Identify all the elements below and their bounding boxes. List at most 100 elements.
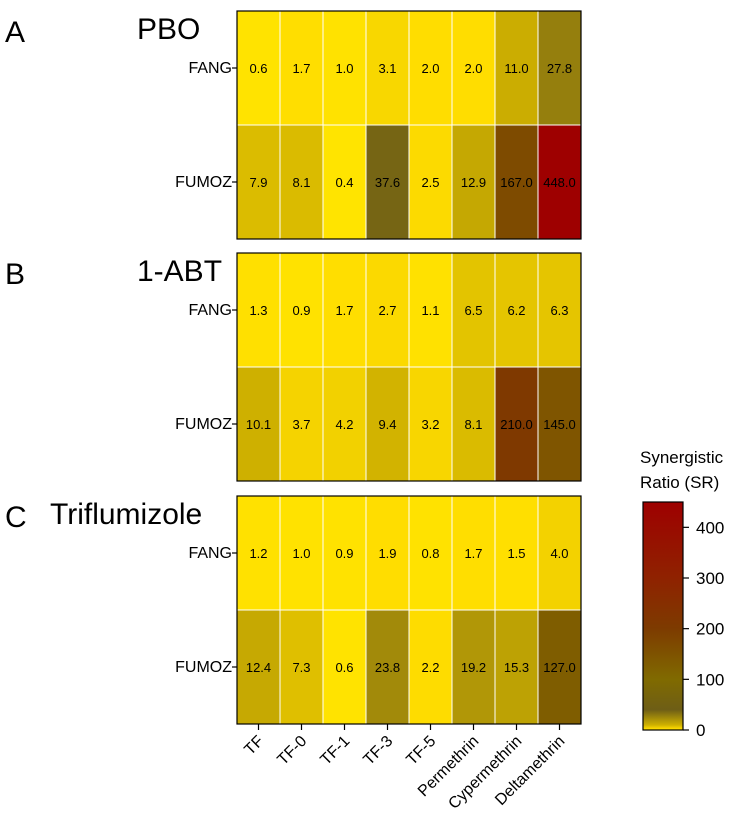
cell-value-label: 3.7 [292,417,310,432]
heatmap-cell [451,10,496,126]
column-label: TF-5 [403,733,439,769]
panel-letter: A [5,16,25,49]
cell-value-label: 19.2 [461,660,486,675]
heatmap-panels: A PBO 0.6 1.7 1.0 3.1 2.0 2.0 11.0 27.8 7.9 8.1 0.4 3… [5,10,582,725]
colorbar-tick-label: 300 [696,569,724,588]
cell-value-label: 0.8 [421,546,439,561]
cell-value-label: 7.9 [249,175,267,190]
cell-value-label: 0.6 [335,660,353,675]
colorbar-tick-label: 400 [696,518,724,537]
cell-value-label: 8.1 [464,417,482,432]
cell-value-label: 12.4 [246,660,271,675]
cell-value-label: 4.0 [550,546,568,561]
column-label: TF-0 [274,733,310,769]
panel-title: PBO [137,13,200,46]
heatmap-cell [537,252,582,368]
column-label: TF [241,733,267,759]
cell-value-label: 9.4 [378,417,396,432]
heatmap-panel-c: C Triflumizole 1.2 1.0 0.9 1.9 0.8 1.7 1.5 4.0 12.… [5,495,582,725]
panel-title: 1-ABT [137,255,222,288]
heatmap-cell [408,609,453,725]
heatmap-cell [365,366,410,482]
panel-border [236,495,582,725]
cell-value-label: 8.1 [292,175,310,190]
cell-value-label: 1.0 [335,61,353,76]
colorbar-tick-label: 100 [696,670,724,689]
cell-value-label: 1.0 [292,546,310,561]
column-label: TF-1 [317,733,353,769]
row-label: FUMOZ [175,174,232,191]
heatmap-cell [236,10,281,126]
row-label: FUMOZ [175,416,232,433]
cell-value-label: 1.3 [249,303,267,318]
heatmap-cell [279,124,324,240]
cell-value-label: 127.0 [543,660,576,675]
heatmap-panel-a: A PBO 0.6 1.7 1.0 3.1 2.0 2.0 11.0 27.8 7.9 8.1 0.4 3… [5,10,582,240]
heatmap-cell [365,495,410,611]
colorbar-title: Synergistic [640,448,724,467]
cell-value-label: 6.3 [550,303,568,318]
row-label: FANG [188,302,232,319]
cell-value-label: 2.2 [421,660,439,675]
colorbar-gradient [642,501,684,731]
cell-value-label: 1.2 [249,546,267,561]
cell-value-label: 2.0 [421,61,439,76]
cell-value-label: 167.0 [500,175,533,190]
heatmap-cell [537,124,582,240]
heatmap-cell [451,124,496,240]
heatmap-cell [408,366,453,482]
cell-value-label: 15.3 [504,660,529,675]
panel-title: Triflumizole [50,498,202,531]
panel-border [236,252,582,482]
heatmap-cell [537,609,582,725]
row-label: FANG [188,545,232,562]
heatmap-cell [279,609,324,725]
heatmap-cell [279,10,324,126]
heatmap-cell [537,10,582,126]
cell-value-label: 4.2 [335,417,353,432]
cell-value-label: 1.1 [421,303,439,318]
cell-value-label: 27.8 [547,61,572,76]
cell-value-label: 3.2 [421,417,439,432]
heatmap-cell [365,609,410,725]
panel-letter: C [5,501,27,534]
row-label: FANG [188,60,232,77]
cell-value-label: 10.1 [246,417,271,432]
cell-value-label: 2.7 [378,303,396,318]
heatmap-cell [322,252,367,368]
heatmap-cell [494,609,539,725]
cell-value-label: 1.9 [378,546,396,561]
heatmap-cell [279,252,324,368]
column-label: TF-3 [360,733,396,769]
cell-value-label: 0.9 [335,546,353,561]
heatmap-cell [279,495,324,611]
panel-border [236,10,582,240]
heatmap-cell [365,252,410,368]
colorbar: Synergistic Ratio (SR) 0 100 200 300 400 [640,448,724,740]
cell-value-label: 23.8 [375,660,400,675]
column-labels: TF TF-0 TF-1 TF-3 TF-5PermethrinCypermethrin… [241,724,568,813]
heatmap-cell [408,495,453,611]
cell-value-label: 6.2 [507,303,525,318]
colorbar-title: Ratio (SR) [640,473,719,492]
cell-value-label: 6.5 [464,303,482,318]
cell-value-label: 12.9 [461,175,486,190]
cell-value-label: 145.0 [543,417,576,432]
heatmap-cell [365,124,410,240]
cell-value-label: 210.0 [500,417,533,432]
heatmap-cell [322,609,367,725]
cell-value-label: 0.9 [292,303,310,318]
cell-value-label: 1.7 [292,61,310,76]
heatmap-cell [451,252,496,368]
cell-value-label: 2.5 [421,175,439,190]
heatmap-panel-b: B 1-ABT 1.3 0.9 1.7 2.7 1.1 6.5 6.2 6.3 10.1 3.7 4.2… [5,252,582,482]
cell-value-label: 1.7 [464,546,482,561]
cell-value-label: 3.1 [378,61,396,76]
cell-value-label: 0.4 [335,175,353,190]
cell-value-label: 11.0 [504,61,528,76]
cell-value-label: 0.6 [249,61,267,76]
row-label: FUMOZ [175,659,232,676]
cell-value-label: 37.6 [375,175,400,190]
cell-value-label: 448.0 [543,175,576,190]
